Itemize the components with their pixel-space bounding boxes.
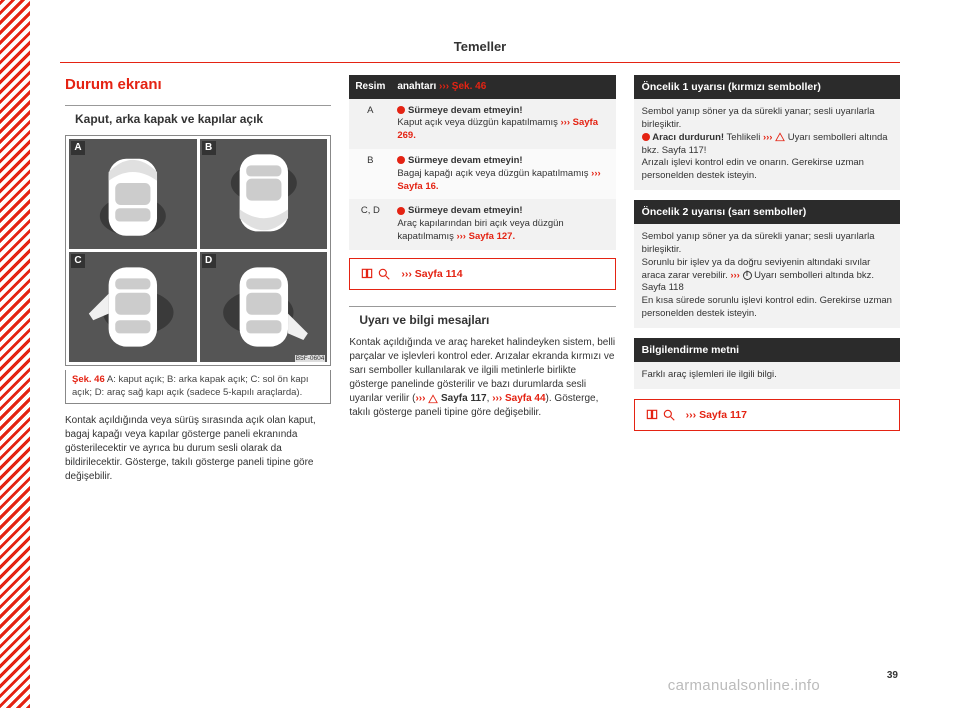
figure-label: B [202,141,216,155]
page-header: Temeller [60,38,900,63]
table-head-a: Resim [349,75,391,99]
row-warn: Sürmeye devam etmeyin! [408,155,523,166]
car-top-icon [200,252,328,362]
para-ref1: Sayfa 117 [441,393,487,404]
watermark: carmanualsonline.info [668,676,820,696]
warning-dot-icon [642,133,650,141]
box1-line3: Arızalı işlevi kontrol edin ve onarın. G… [642,157,864,181]
chev: ››› [730,270,742,281]
paragraph: Kontak açıldığında ve araç hareket halin… [349,336,615,420]
figure-cell-a: A [69,139,197,249]
warning-dot-icon [397,156,405,164]
info-box-title: Öncelik 1 uyarısı (kırmızı semboller) [634,75,900,99]
info-box-body: Sembol yanıp söner ya da sürekli yanar; … [634,99,900,190]
warning-dot-icon [397,106,405,114]
figure-cell-b: B [200,139,328,249]
figure-code: B5F-0604 [295,355,326,364]
book-icons [360,267,391,281]
para-ref2: ››› Sayfa 44 [492,393,545,404]
row-text: Kaput açık veya düzgün kapatılmamış [397,117,560,128]
column-1: Durum ekranı Kaput, arka kapak ve kapıla… [65,75,331,670]
table-row: C, D Sürmeye devam etmeyin! Araç kapılar… [349,199,615,249]
row-key: B [349,149,391,199]
magnifier-icon [662,408,676,422]
left-stripes [0,0,30,708]
figure-box: A B [65,135,331,366]
see-ref: ››› Sayfa 117 [686,408,747,422]
car-top-icon [69,139,197,249]
box2-line3: En kısa sürede sorunlu işlevi kontrol ed… [642,295,892,319]
row-body: Sürmeye devam etmeyin! Araç kapılarından… [391,199,615,249]
car-top-icon [200,139,328,249]
book-icon [645,408,659,422]
see-ref: ››› Sayfa 114 [401,267,462,281]
see-reference-box: ››› Sayfa 117 [634,399,900,431]
paragraph: Kontak açıldığında veya sürüş sırasında … [65,414,331,484]
subsection-title: Kaput, arka kapak ve kapılar açık [65,105,331,127]
row-text: Bagaj kapağı açık veya düzgün kapatılmam… [397,168,591,179]
figure-grid: A B [69,139,327,362]
chev: ››› [763,132,775,143]
info-badge-icon: i [743,271,752,280]
info-box-body: Farklı araç işlemleri ile ilgili bilgi. [634,362,900,389]
box2-line1: Sembol yanıp söner ya da sürekli yanar; … [642,231,875,255]
subsection-title: Uyarı ve bilgi mesajları [349,306,615,328]
box3-body: Farklı araç işlemleri ile ilgili bilgi. [642,369,777,380]
info-box-title: Öncelik 2 uyarısı (sarı semboller) [634,200,900,224]
page-number: 39 [887,669,898,683]
row-key: A [349,99,391,149]
figure-caption: Şek. 46 A: kaput açık; B: arka kapak açı… [65,370,331,404]
figure-cell-c: C [69,252,197,362]
magnifier-icon [377,267,391,281]
chev: ››› [415,393,428,404]
table-row: B Sürmeye devam etmeyin! Bagaj kapağı aç… [349,149,615,199]
book-icon [360,267,374,281]
figure-ref: Şek. 46 [72,374,105,385]
key-table: Resim anahtarı ››› Şek. 46 A Sürmeye dev… [349,75,615,250]
row-ref: ››› Sayfa 127. [456,231,515,242]
table-head-b-ref: ››› Şek. 46 [439,81,486,92]
box1-line2b: Tehlikeli [724,132,763,143]
warning-triangle-icon [775,132,785,142]
figure-caption-text: A: kaput açık; B: arka kapak açık; C: so… [72,374,309,397]
section-title: Durum ekranı [65,75,331,95]
figure-label: A [71,141,85,155]
see-reference-box: ››› Sayfa 114 [349,258,615,290]
row-warn: Sürmeye devam etmeyin! [408,205,523,216]
figure-cell-d: D B5F-0604 [200,252,328,362]
row-body: Sürmeye devam etmeyin! Bagaj kapağı açık… [391,149,615,199]
car-top-icon [69,252,197,362]
warning-dot-icon [397,207,405,215]
row-warn: Sürmeye devam etmeyin! [408,105,523,116]
figure-label: D [202,254,216,268]
box1-line1: Sembol yanıp söner ya da sürekli yanar; … [642,106,875,130]
row-key: C, D [349,199,391,249]
row-body: Sürmeye devam etmeyin! Kaput açık veya d… [391,99,615,149]
info-box-body: Sembol yanıp söner ya da sürekli yanar; … [634,224,900,328]
table-row: A Sürmeye devam etmeyin! Kaput açık veya… [349,99,615,149]
table-head-b-prefix: anahtarı [397,81,439,92]
box1-line2a: Aracı durdurun! [652,132,724,143]
warning-triangle-icon [428,394,438,404]
table-head-b: anahtarı ››› Şek. 46 [391,75,615,99]
header-title: Temeller [454,39,507,54]
book-icons [645,408,676,422]
page-body: Durum ekranı Kaput, arka kapak ve kapıla… [65,75,900,670]
figure-label: C [71,254,85,268]
info-box-title: Bilgilendirme metni [634,338,900,362]
column-2: Resim anahtarı ››› Şek. 46 A Sürmeye dev… [349,75,615,670]
column-3: Öncelik 1 uyarısı (kırmızı semboller) Se… [634,75,900,670]
